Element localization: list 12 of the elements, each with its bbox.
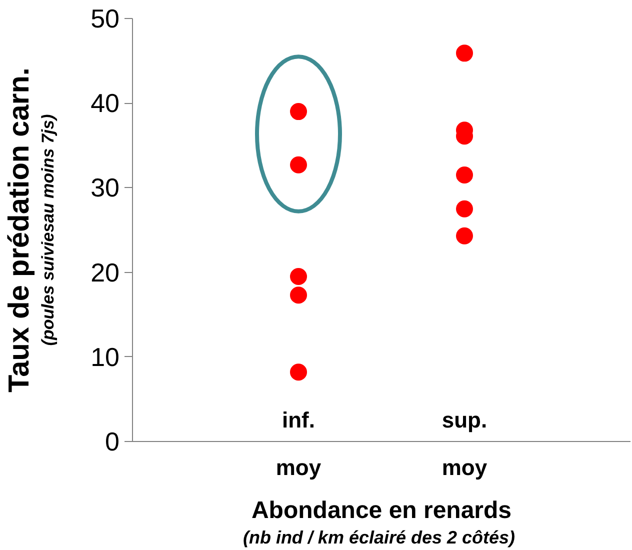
- x-axis-title: Abondance en renards: [251, 497, 512, 524]
- y-tick-label: 30: [90, 172, 120, 203]
- y-tick-label: 20: [90, 257, 120, 288]
- text: (nb ind / km éclairé des 2 côtés): [242, 528, 516, 548]
- y-tick-label: 0: [105, 426, 120, 456]
- y-tick-label: 50: [90, 4, 120, 34]
- y-axis-title: Taux de prédation carn.: [4, 68, 36, 392]
- y-tick-label: 10: [90, 342, 120, 372]
- x-tick-label: sup. moy: [442, 408, 488, 480]
- text: (poules suiviesau moins 7js): [38, 114, 58, 346]
- x-tick-label: inf. moy: [276, 408, 322, 480]
- y-tick-label: 40: [90, 88, 120, 118]
